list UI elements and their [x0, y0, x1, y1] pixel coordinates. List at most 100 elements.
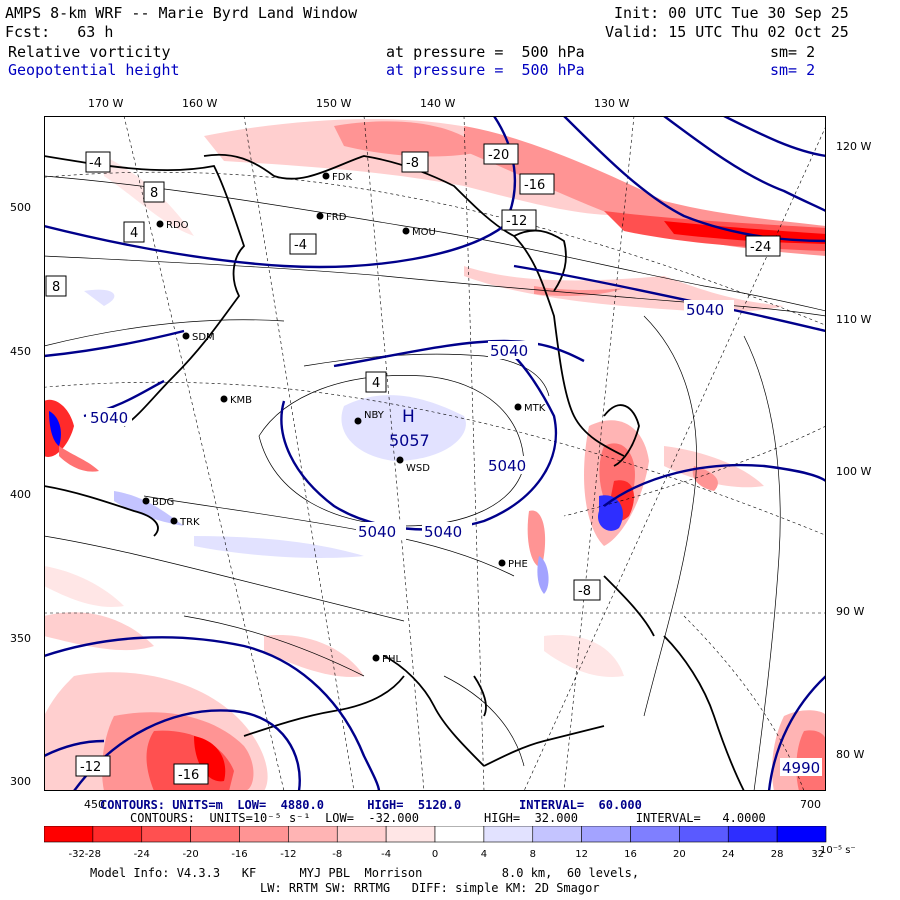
model-info: Model Info: V4.3.3 KF MYJ PBL Morrison 8… — [90, 866, 640, 880]
colorbar-label: 0 — [432, 849, 438, 860]
vorticity-label: -8 — [578, 584, 591, 599]
colorbar-swatch — [483, 826, 534, 843]
vorticity-contour-info: CONTOURS: UNITS=10⁻⁵ s⁻¹ LOW= -32.000 HI… — [130, 811, 766, 825]
colorbar-label: 32 — [811, 849, 824, 860]
vorticity-labels: -4 8 -8 4 -20 -16 -12 -24 8 -4 4 -8 -12 … — [45, 143, 781, 785]
station-mou: MOU — [402, 227, 436, 238]
station-trk: TRK — [170, 517, 200, 528]
colorbar-label: -8 — [332, 849, 342, 860]
left-y-label: 400 — [10, 488, 31, 501]
station-mtk: MTK — [514, 403, 546, 414]
height-label: 5040 — [488, 457, 526, 475]
vorticity-label-box: -16 — [173, 763, 209, 785]
colorbar-swatch — [336, 826, 387, 843]
field-1-smoothing: sm= 2 — [770, 43, 816, 61]
vorticity-label-box: -24 — [745, 235, 781, 257]
colorbar-swatch — [679, 826, 729, 843]
colorbar-label: -20 — [182, 849, 198, 860]
station-nby: NBY — [354, 410, 385, 425]
colorbar-swatch — [44, 826, 94, 843]
colorbar-label: 12 — [575, 849, 588, 860]
field-2-level: at pressure = 500 hPa — [386, 61, 585, 79]
svg-text:MTK: MTK — [524, 403, 546, 414]
right-lon-label: 110 W — [836, 313, 872, 326]
vorticity-label-box: -20 — [483, 143, 519, 165]
vorticity-contours — [44, 175, 826, 791]
init-time: Init: 00 UTC Tue 30 Sep 25 — [614, 4, 849, 22]
field-2-name: Geopotential height — [8, 61, 180, 79]
colorbar-swatch — [727, 826, 778, 843]
model-physics: LW: RRTM SW: RRTMG DIFF: simple KM: 2D S… — [260, 881, 600, 895]
height-contours — [44, 116, 826, 791]
vorticity-label-box: -8 — [401, 151, 429, 173]
vorticity-label: 4 — [372, 376, 380, 391]
colorbar-swatch — [288, 826, 338, 843]
station-phl: PHL — [372, 654, 402, 665]
vorticity-label: -20 — [488, 148, 509, 163]
vorticity-label-box: 4 — [123, 221, 145, 243]
map-frame — [44, 116, 826, 791]
svg-text:FDK: FDK — [332, 172, 352, 183]
svg-text:KMB: KMB — [230, 395, 252, 406]
vorticity-label-box: -4 — [289, 233, 317, 255]
station-frd: FRD — [316, 212, 347, 223]
top-lon-label: 160 W — [182, 97, 218, 110]
svg-text:NBY: NBY — [364, 410, 385, 421]
height-label: 5040 — [686, 301, 724, 319]
colorbar-swatch — [434, 826, 485, 843]
map-title: AMPS 8-km WRF -- Marie Byrd Land Window — [5, 4, 358, 22]
vorticity-label-box: -16 — [519, 173, 555, 195]
vorticity-label: -8 — [406, 156, 419, 171]
top-lon-label: 140 W — [420, 97, 456, 110]
high-marker: H — [402, 407, 415, 427]
colorbar-label: -32 — [69, 849, 85, 860]
vorticity-label: 8 — [52, 280, 60, 295]
bottom-x-label: 450 — [84, 798, 105, 811]
vorticity-label: 4 — [130, 226, 138, 241]
vorticity-label: -16 — [178, 768, 199, 783]
svg-text:SDM: SDM — [192, 332, 215, 343]
forecast-hour: Fcst: 63 h — [5, 23, 114, 41]
vorticity-label-box: 4 — [365, 371, 387, 393]
station-wsd: WSD — [396, 456, 430, 474]
station-sdm: SDM — [182, 332, 215, 343]
station-bdg: BDG — [142, 497, 174, 508]
height-label: 5040 — [424, 523, 462, 541]
colorbar-swatch — [532, 826, 582, 843]
svg-text:RDO: RDO — [166, 220, 189, 231]
colorbar-swatch — [92, 826, 143, 843]
colorbar-label: -16 — [231, 849, 247, 860]
svg-text:PHE: PHE — [508, 559, 528, 570]
colorbar-swatch — [630, 826, 680, 843]
colorbar-label: 28 — [771, 849, 784, 860]
vorticity-label-box: 8 — [143, 181, 165, 203]
colorbar-swatch — [239, 826, 289, 843]
svg-text:BDG: BDG — [152, 497, 174, 508]
left-y-label: 450 — [10, 345, 31, 358]
colorbar-swatch — [141, 826, 191, 843]
right-lon-label: 80 W — [836, 748, 865, 761]
svg-text:PHL: PHL — [382, 654, 402, 665]
station-rdo: RDO — [156, 220, 189, 231]
colorbar-label: -4 — [381, 849, 391, 860]
top-lon-label: 150 W — [316, 97, 352, 110]
height-label: 4990 — [782, 759, 820, 777]
station-fdk: FDK — [322, 172, 352, 183]
colorbar: -28 -24 -20 -16 -12 -8 -4 0 4 8 12 16 20 24 28 -32 32 10… — [44, 826, 856, 860]
field-1-level: at pressure = 500 hPa — [386, 43, 585, 61]
svg-text:MOU: MOU — [412, 227, 436, 238]
colorbar-swatch — [581, 826, 631, 843]
vorticity-label: -4 — [294, 238, 307, 253]
vorticity-label-box: 8 — [45, 275, 67, 297]
vorticity-label: -4 — [89, 156, 102, 171]
svg-text:TRK: TRK — [179, 517, 200, 528]
vorticity-label: -12 — [80, 760, 101, 775]
height-labels: 5040 5040 5040 5040 5040 5040 4990 — [86, 300, 822, 777]
vorticity-label-box: -12 — [75, 755, 111, 777]
svg-text:FRD: FRD — [326, 212, 347, 223]
colorbar-label: -24 — [134, 849, 150, 860]
colorbar-label: -28 — [85, 849, 101, 860]
colorbar-swatch — [190, 826, 240, 843]
top-lon-label: 170 W — [88, 97, 124, 110]
valid-time: Valid: 15 UTC Thu 02 Oct 25 — [605, 23, 849, 41]
